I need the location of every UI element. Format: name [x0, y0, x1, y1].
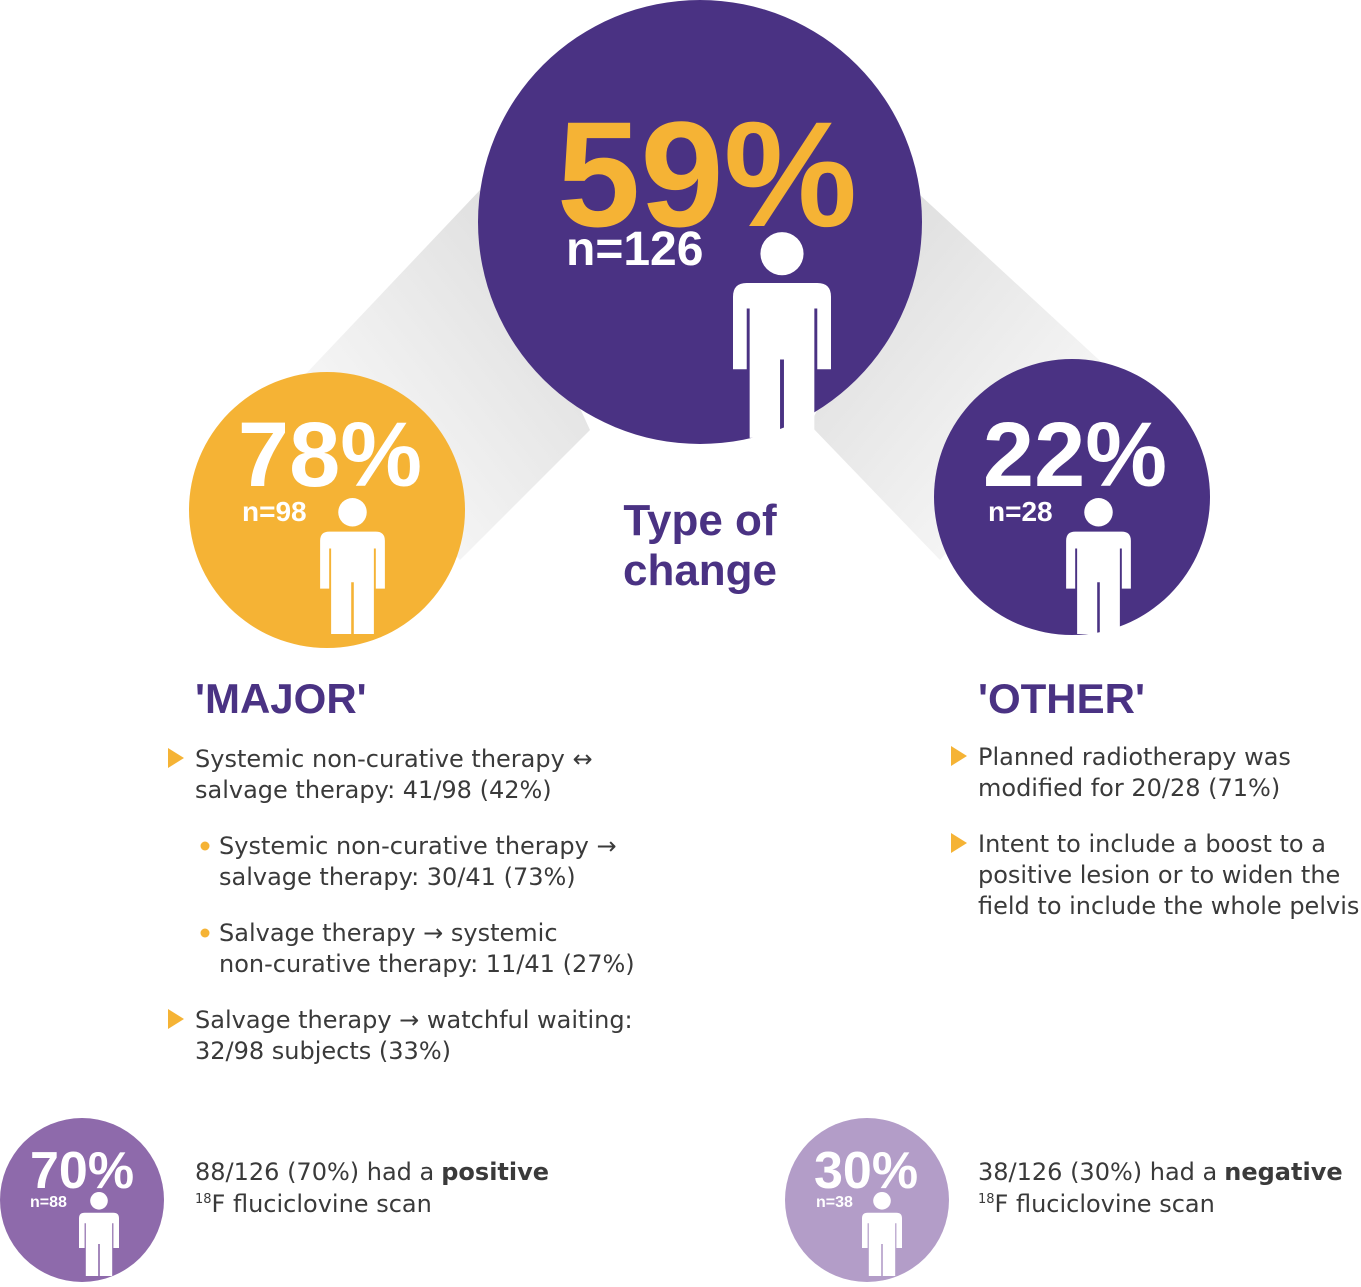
superscript: 18: [195, 1192, 212, 1207]
center-percent: 59%: [557, 90, 857, 258]
bullet-text: salvage therapy: 41/98 (42%): [195, 776, 552, 804]
text: F fluciclovine scan: [995, 1190, 1215, 1218]
positive-circle: [0, 1118, 164, 1282]
major-percent: 78%: [238, 404, 422, 506]
center-n: n=126: [566, 223, 703, 276]
bullet-text: Planned radiotherapy was: [978, 743, 1291, 771]
positive-percent: 70%: [30, 1142, 134, 1200]
major-circle: [189, 372, 465, 648]
bullet-text: Systemic non-curative therapy ↔: [195, 745, 593, 773]
other-percent: 22%: [983, 404, 1167, 506]
bullet-dot: [200, 928, 210, 938]
bold-text: negative: [1224, 1158, 1342, 1186]
bullet-text: 32/98 subjects (33%): [195, 1037, 451, 1065]
major-n: n=98: [242, 496, 307, 527]
bullet-triangle: [168, 1009, 184, 1029]
bullet-text: field to include the whole pelvis: [978, 892, 1359, 920]
bullet-text: Intent to include a boost to a: [978, 830, 1326, 858]
bullet-text: salvage therapy: 30/41 (73%): [219, 863, 576, 891]
other-heading: 'OTHER': [978, 675, 1145, 722]
center-label: Type of: [623, 496, 777, 545]
center-label: change: [623, 546, 777, 595]
other-n: n=28: [988, 496, 1053, 527]
bullet-text: non-curative therapy: 11/41 (27%): [219, 950, 635, 978]
text: 38/126 (30%) had a: [978, 1158, 1217, 1186]
bullet-triangle: [168, 748, 184, 768]
text: F fluciclovine scan: [212, 1190, 432, 1218]
negative-text: 18F fluciclovine scan: [978, 1190, 1215, 1218]
major-heading: 'MAJOR': [195, 675, 367, 722]
negative-circle: [785, 1118, 949, 1282]
bullet-triangle: [951, 833, 967, 853]
other-circle: [934, 359, 1210, 635]
negative-text: 38/126 (30%) had a negative: [978, 1158, 1343, 1186]
bullet-text: modified for 20/28 (71%): [978, 774, 1280, 802]
superscript: 18: [978, 1192, 995, 1207]
bullet-dot: [200, 841, 210, 851]
bullet-text: Salvage therapy → watchful waiting:: [195, 1006, 633, 1034]
text: 88/126 (70%) had a: [195, 1158, 434, 1186]
bullet-text: Salvage therapy → systemic: [219, 919, 558, 947]
positive-n: n=88: [30, 1194, 67, 1211]
bullet-text: Systemic non-curative therapy →: [219, 832, 617, 860]
bullet-text: positive lesion or to widen the: [978, 861, 1340, 889]
negative-percent: 30%: [814, 1142, 918, 1200]
bullet-triangle: [951, 746, 967, 766]
positive-text: 88/126 (70%) had a positive: [195, 1158, 549, 1186]
positive-text: 18F fluciclovine scan: [195, 1190, 432, 1218]
negative-n: n=38: [816, 1194, 853, 1211]
bold-text: positive: [441, 1158, 549, 1186]
